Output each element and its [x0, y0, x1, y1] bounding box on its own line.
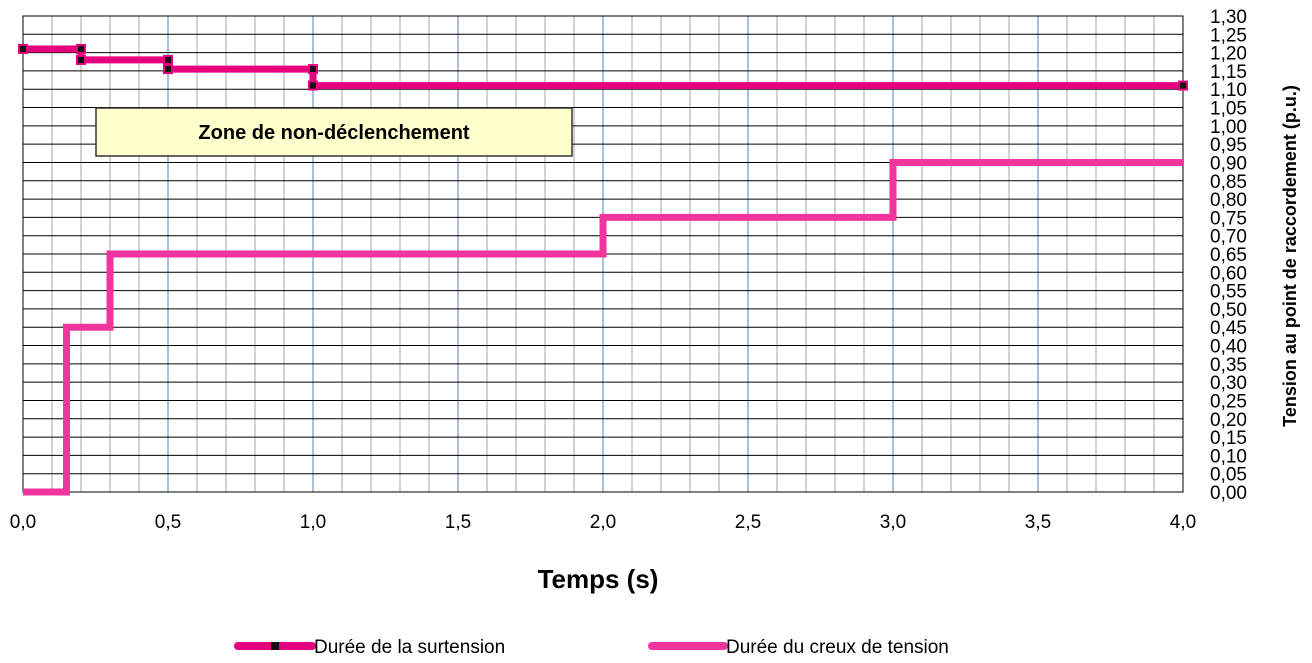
x-axis-label: Temps (s): [538, 564, 659, 594]
y-tick-label: 0,10: [1210, 446, 1247, 467]
legend-item-creux: Durée du creux de tension: [648, 637, 949, 658]
x-tick-label: 4,0: [1170, 512, 1196, 533]
y-axis-label: Tension au point de raccordement (p.u.): [1280, 85, 1300, 427]
x-tick-label: 0,5: [155, 512, 181, 533]
annotation-box: [95, 107, 573, 157]
x-tick-label: 3,5: [1025, 512, 1051, 533]
y-tick-label: 1,25: [1210, 25, 1247, 46]
y-tick-label: 0,00: [1210, 483, 1247, 504]
y-tick-label: 1,30: [1210, 7, 1247, 28]
y-axis-ticks: 0,000,050,100,150,200,250,300,350,400,45…: [1210, 7, 1247, 504]
y-tick-label: 0,30: [1210, 373, 1247, 394]
series-marker-core: [20, 45, 26, 52]
y-tick-label: 0,45: [1210, 318, 1247, 339]
y-tick-label: 0,70: [1210, 227, 1247, 248]
x-tick-label: 1,0: [300, 512, 326, 533]
series-marker-core: [165, 56, 171, 63]
y-tick-label: 0,60: [1210, 263, 1247, 284]
y-tick-label: 0,15: [1210, 428, 1247, 449]
y-tick-label: 0,95: [1210, 135, 1247, 156]
series-marker-core: [78, 56, 84, 63]
y-tick-label: 0,25: [1210, 391, 1247, 412]
y-tick-label: 0,20: [1210, 410, 1247, 431]
legend-label-surtension: Durée de la surtension: [314, 637, 505, 658]
x-tick-label: 2,5: [735, 512, 761, 533]
series-marker-core: [165, 66, 171, 73]
legend-item-surtension: Durée de la surtension: [234, 637, 505, 658]
series-marker-core: [310, 66, 316, 73]
series-marker-core: [310, 82, 316, 89]
annotation-layer: Zone de non-déclenchement: [95, 107, 573, 157]
legend-label-creux: Durée du creux de tension: [726, 637, 949, 658]
series-line-creux: [23, 159, 1183, 496]
x-tick-label: 1,5: [445, 512, 471, 533]
legend: Durée de la surtension Durée du creux de…: [234, 637, 949, 658]
y-tick-label: 1,20: [1210, 44, 1247, 65]
series-layer: [18, 43, 1188, 496]
y-tick-label: 0,50: [1210, 300, 1247, 321]
y-tick-label: 1,00: [1210, 117, 1247, 138]
series-marker-core: [1180, 82, 1186, 89]
y-tick-label: 0,65: [1210, 245, 1247, 266]
annotation-text: Zone de non-déclenchement: [198, 122, 469, 144]
y-tick-label: 1,10: [1210, 80, 1247, 101]
y-tick-label: 1,05: [1210, 99, 1247, 120]
x-axis-ticks: 0,0 0,5 1,0 1,5 2,0 2,5 3,0 3,5 4,0: [10, 512, 1196, 533]
y-tick-label: 1,15: [1210, 62, 1247, 83]
y-tick-label: 0,35: [1210, 355, 1247, 376]
plot-area-border: [22, 15, 1184, 493]
y-tick-label: 0,40: [1210, 337, 1247, 358]
legend-marker-surtension: [271, 642, 279, 650]
y-tick-label: 0,75: [1210, 208, 1247, 229]
series-marker-core: [78, 45, 84, 52]
y-tick-label: 0,80: [1210, 190, 1247, 211]
y-tick-label: 0,55: [1210, 282, 1247, 303]
x-tick-label: 0,0: [10, 512, 36, 533]
y-tick-label: 0,05: [1210, 465, 1247, 486]
y-tick-label: 0,85: [1210, 172, 1247, 193]
x-tick-label: 3,0: [880, 512, 906, 533]
x-tick-label: 2,0: [590, 512, 616, 533]
y-tick-label: 0,90: [1210, 153, 1247, 174]
